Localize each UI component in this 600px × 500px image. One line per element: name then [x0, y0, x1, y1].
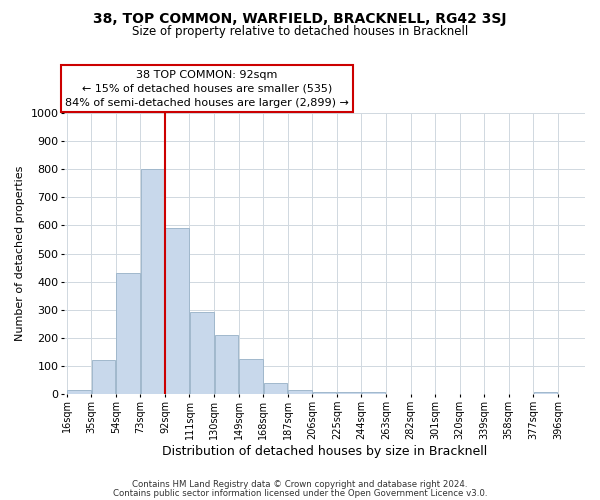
X-axis label: Distribution of detached houses by size in Bracknell: Distribution of detached houses by size … — [162, 444, 487, 458]
Bar — [239, 359, 263, 394]
Y-axis label: Number of detached properties: Number of detached properties — [15, 166, 25, 341]
Text: 38, TOP COMMON, WARFIELD, BRACKNELL, RG42 3SJ: 38, TOP COMMON, WARFIELD, BRACKNELL, RG4… — [93, 12, 507, 26]
Text: Contains public sector information licensed under the Open Government Licence v3: Contains public sector information licen… — [113, 488, 487, 498]
Bar — [215, 335, 238, 394]
Bar — [92, 360, 115, 394]
Bar — [141, 170, 164, 394]
Bar — [263, 382, 287, 394]
Bar — [67, 390, 91, 394]
Bar — [362, 392, 385, 394]
Bar — [116, 273, 140, 394]
Text: Size of property relative to detached houses in Bracknell: Size of property relative to detached ho… — [132, 25, 468, 38]
Text: 38 TOP COMMON: 92sqm
← 15% of detached houses are smaller (535)
84% of semi-deta: 38 TOP COMMON: 92sqm ← 15% of detached h… — [65, 70, 349, 108]
Bar — [337, 392, 361, 394]
Bar — [166, 228, 189, 394]
Bar — [190, 312, 214, 394]
Text: Contains HM Land Registry data © Crown copyright and database right 2024.: Contains HM Land Registry data © Crown c… — [132, 480, 468, 489]
Bar — [288, 390, 312, 394]
Bar — [313, 392, 337, 394]
Bar — [534, 392, 557, 394]
